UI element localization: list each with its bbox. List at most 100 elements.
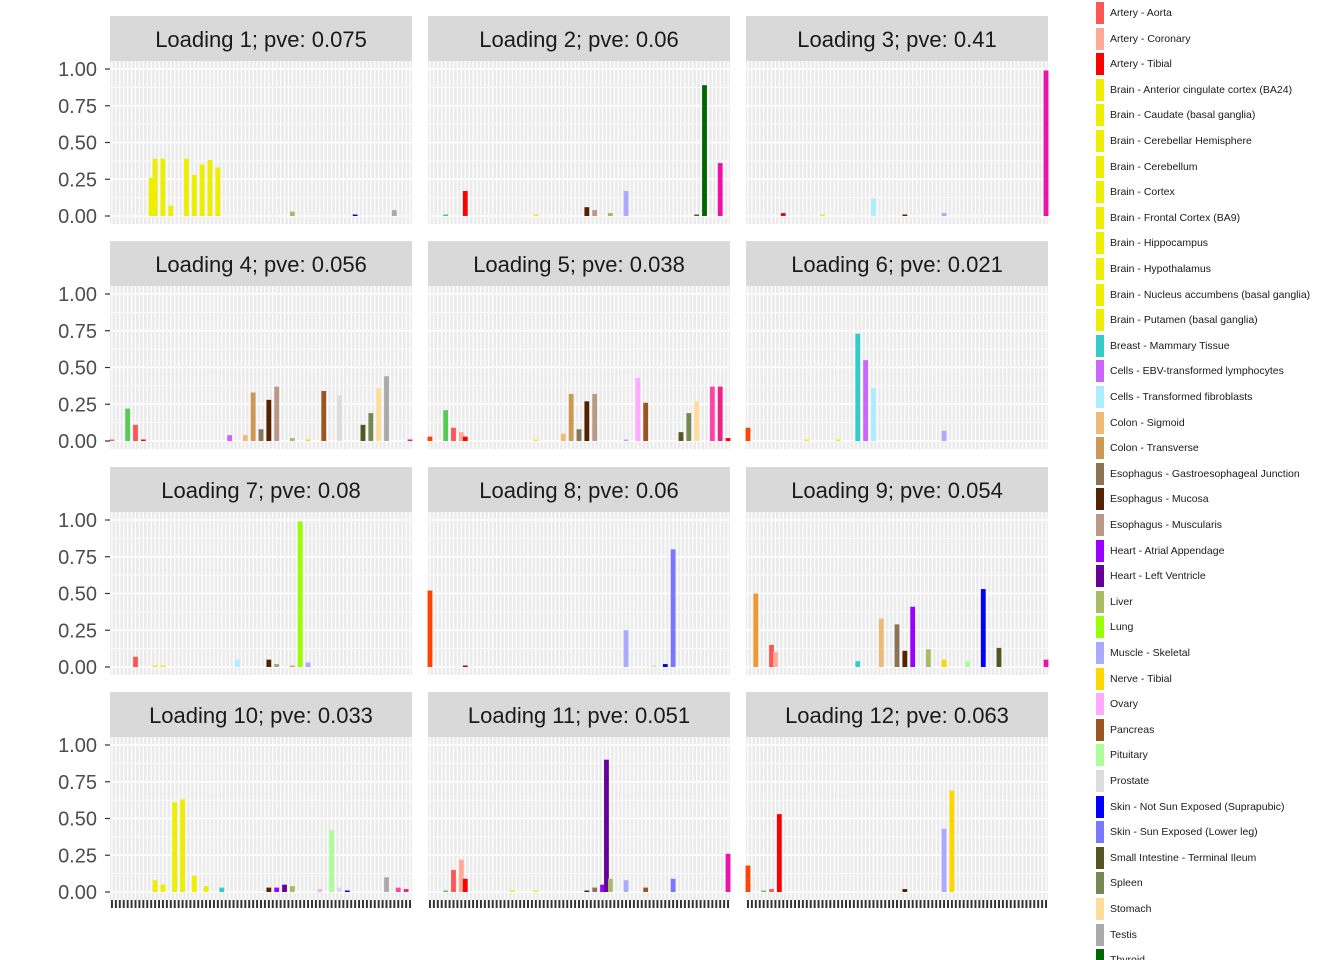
panel-title: Loading 7; pve: 0.08 [161,478,360,503]
panel-title: Loading 3; pve: 0.41 [797,27,996,52]
legend-key [1096,718,1104,741]
legend-label: Brain - Caudate (basal ganglia) [1110,109,1256,122]
legend-label: Esophagus - Muscularis [1110,519,1223,531]
legend-key [1096,130,1104,152]
strip-background [428,692,730,737]
y-tick-label: 0.50 [58,133,97,155]
bar [282,884,287,892]
bar [820,214,825,216]
bar [643,402,649,441]
bar [337,887,342,892]
legend-key [1096,155,1104,178]
legend-key [1096,232,1104,255]
legend-label: Colon - Sigmoid [1110,416,1185,429]
legend-label: Heart - Atrial Appendage [1110,544,1225,557]
strip-background [428,241,730,286]
bar [235,659,240,667]
legend-key [1096,770,1104,792]
legend-item: Brain - Cerebellar Hemisphere [1096,130,1344,152]
legend-key [1096,565,1104,588]
legend-key [1096,334,1104,357]
bar [443,410,449,441]
y-tick-label: 0.25 [58,845,97,867]
bar [678,432,684,441]
bar [337,395,342,441]
bar [462,436,468,441]
bar [533,214,539,216]
bar [191,174,197,216]
panel-title: Loading 5; pve: 0.038 [473,252,685,277]
legend-item: Cells - EBV-transformed lymphocytes [1096,360,1344,383]
bar [352,214,358,216]
legend-item: Brain - Putamen (basal ganglia) [1096,309,1344,332]
legend-key [1096,539,1104,562]
y-tick-label: 0.25 [58,394,97,416]
legend-label: Breast - Mammary Tissue [1110,339,1230,352]
bar [274,887,280,892]
facet-panel: Loading 12; pve: 0.063 [745,692,1048,908]
bar [289,665,295,667]
bar [635,377,641,441]
legend-item: Colon - Transverse [1096,437,1344,460]
legend-key [1096,821,1104,844]
bar [941,213,947,216]
panel-title: Loading 4; pve: 0.056 [155,252,367,277]
bar [462,665,468,667]
legend-item: Testis [1096,923,1344,946]
legend-label: Esophagus - Gastroesophageal Junction [1110,467,1300,480]
strip-background [746,241,1048,286]
panel-title: Loading 11; pve: 0.051 [468,703,690,728]
legend-key [1096,437,1104,460]
bar [600,884,605,892]
bar [941,828,947,892]
bar [761,890,767,892]
bar [694,214,700,216]
legend-label: Artery - Tibial [1110,58,1172,71]
legend-item: Brain - Cerebellum [1096,155,1344,178]
legend-label: Esophagus - Mucosa [1110,493,1209,506]
bar [670,878,676,892]
legend-label: Brain - Cerebellar Hemisphere [1110,135,1252,147]
facet-panel: Loading 11; pve: 0.051 [428,692,731,908]
bar [941,430,947,441]
bar [462,878,468,892]
legend-key [1096,693,1104,716]
legend-label: Pancreas [1110,723,1155,736]
y-tick-label: 0.25 [58,620,97,642]
y-tick-label: 1.00 [58,59,97,81]
bar [443,890,449,892]
bar [395,887,401,892]
y-tick-label: 0.00 [58,657,97,679]
bar [242,435,248,441]
bar [949,790,955,892]
bar [871,388,876,441]
facet-panel: Loading 7; pve: 0.08 0.00 0.25 0.50 0.75 1.00 [58,467,412,679]
bar [925,649,931,667]
legend-item: Liver [1096,590,1344,613]
legend-item: Pituitary [1096,744,1344,767]
legend-label: Brain - Cortex [1110,186,1175,199]
bar [769,644,774,667]
bar [360,424,366,441]
strip-background [110,692,412,737]
strip-background [746,16,1048,61]
strip-background [746,692,1048,737]
legend-label: Prostate [1110,775,1150,787]
bar [702,85,707,216]
panel-title: Loading 10; pve: 0.033 [149,703,373,728]
bar [250,392,256,441]
bar [607,878,613,892]
legend-label: Skin - Not Sun Exposed (Suprapubic) [1110,800,1285,813]
y-tick-label: 0.00 [58,882,97,904]
strip-background [110,467,412,512]
legend-label: Ovary [1110,698,1139,711]
y-tick-label: 0.50 [58,358,97,380]
bar [623,439,629,441]
bar [215,167,221,216]
legend-label: Brain - Putamen (basal ganglia) [1110,314,1258,327]
y-tick-label: 0.50 [58,584,97,606]
bar [509,890,515,892]
legend-key [1096,386,1104,408]
bar [623,630,629,667]
facet-panel: Loading 2; pve: 0.06 [428,16,730,224]
